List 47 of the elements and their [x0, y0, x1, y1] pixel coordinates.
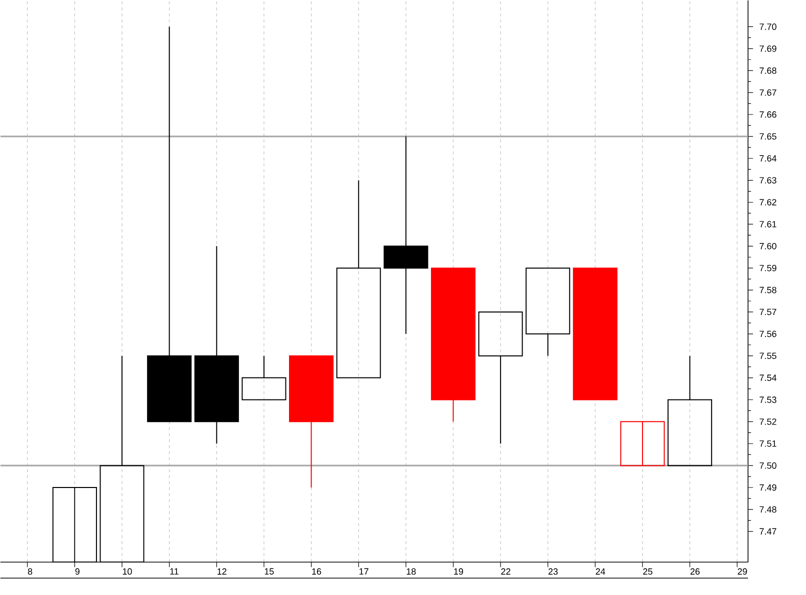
y-tick-label: 7.67 [760, 89, 776, 96]
candlestick [526, 268, 570, 356]
y-tick-label: 7.48 [760, 506, 776, 513]
y-tick-label: 7.63 [760, 177, 776, 184]
x-tick-label: 15 [264, 568, 274, 575]
y-tick-label: 7.61 [760, 220, 776, 228]
x-tick-label: 25 [643, 568, 652, 575]
candlestick [336, 180, 381, 378]
y-tick-label: 7.66 [760, 111, 776, 118]
x-tick-label: 19 [454, 568, 464, 575]
candlestick [478, 311, 523, 444]
y-tick-label: 7.53 [760, 396, 776, 403]
x-tick-label: 10 [122, 568, 132, 575]
y-tick-label: 7.68 [760, 67, 776, 74]
x-tick-label: 26 [690, 568, 700, 575]
x-tick-label: 16 [312, 568, 322, 575]
y-tick-label: 7.50 [760, 462, 776, 469]
candlestick [620, 421, 665, 466]
x-tick-label: 18 [406, 568, 416, 575]
x-tick-label: 9 [75, 568, 80, 575]
y-tick-label: 7.70 [760, 23, 776, 30]
x-tick-label: 23 [548, 568, 558, 575]
y-tick-label: 7.58 [760, 286, 776, 294]
y-tick-label: 7.54 [760, 374, 776, 381]
y-tick-label: 7.64 [760, 155, 776, 162]
candlestick [242, 355, 286, 400]
x-tick-label: 11 [170, 568, 178, 574]
y-tick-label: 7.59 [760, 264, 776, 272]
x-tick-label: 12 [218, 568, 226, 575]
y-tick-label: 7.57 [760, 308, 776, 316]
x-tick-label: 8 [28, 568, 32, 575]
x-tick-label: 29 [738, 568, 747, 575]
y-tick-label: 7.49 [760, 484, 776, 491]
candlestick [668, 355, 712, 466]
y-tick-label: 7.52 [760, 418, 776, 425]
x-tick-label: 24 [596, 568, 606, 575]
x-tick-label: 22 [501, 568, 510, 575]
y-tick-label: 7.62 [760, 199, 776, 206]
y-tick-label: 7.56 [760, 330, 776, 338]
y-tick-label: 7.69 [760, 45, 776, 52]
y-tick-label: 7.55 [760, 352, 776, 359]
y-tick-label: 7.65 [760, 133, 776, 140]
candlestick [384, 136, 428, 334]
y-tick-label: 7.47 [760, 528, 776, 534]
y-tick-label: 7.60 [760, 242, 776, 250]
y-tick-label: 7.51 [760, 440, 776, 447]
x-tick-label: 17 [359, 568, 368, 574]
